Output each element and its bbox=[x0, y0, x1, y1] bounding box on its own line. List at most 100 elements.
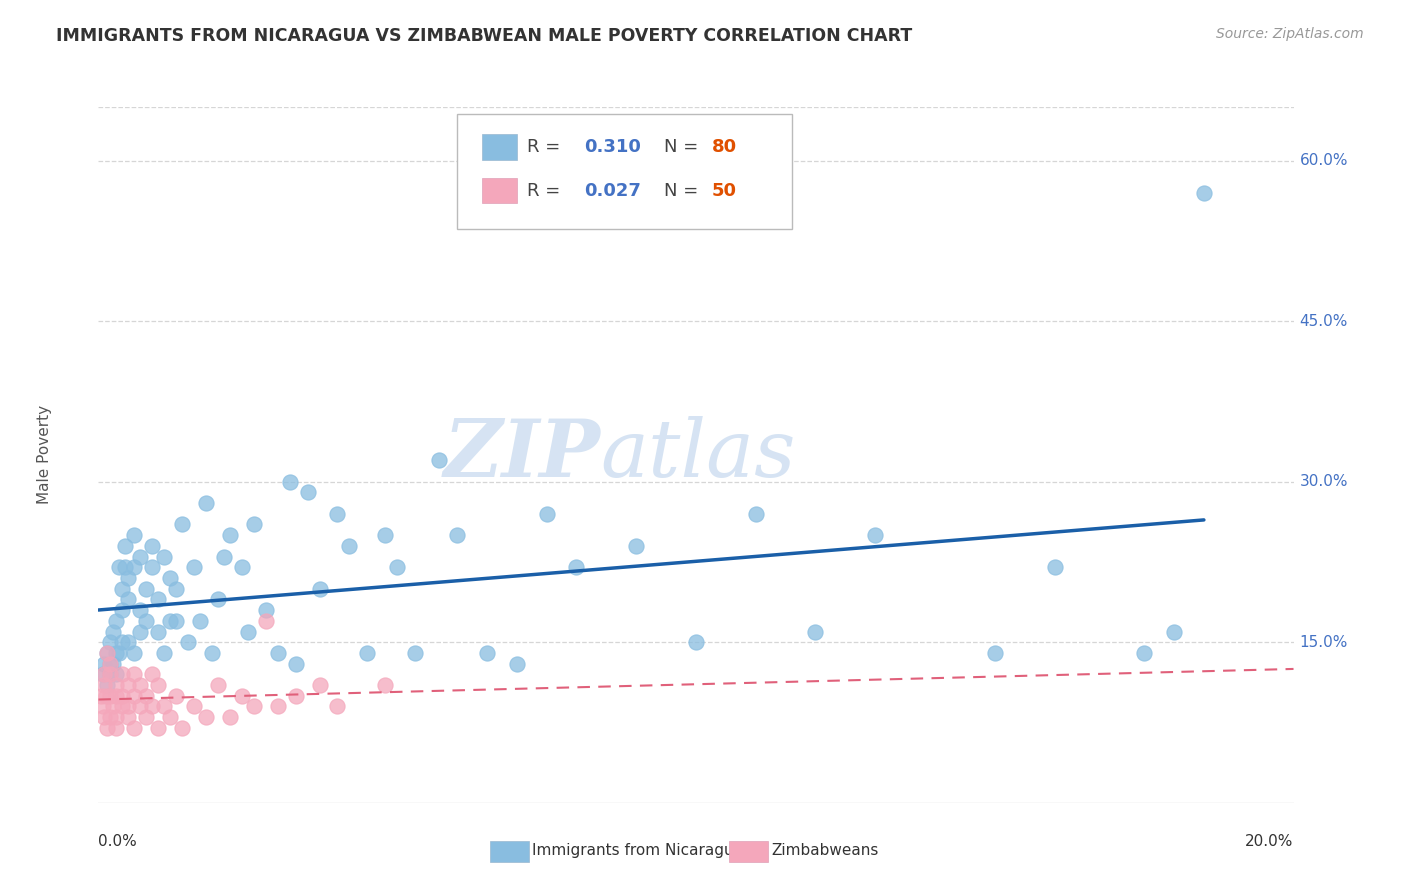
Point bbox=[129, 624, 152, 639]
Point bbox=[165, 614, 187, 628]
Point bbox=[129, 549, 152, 564]
Point bbox=[804, 624, 827, 639]
Text: atlas: atlas bbox=[600, 417, 796, 493]
Point bbox=[141, 699, 163, 714]
Text: N =: N = bbox=[664, 182, 704, 200]
Point bbox=[135, 689, 157, 703]
Point bbox=[297, 485, 319, 500]
Point bbox=[194, 710, 218, 724]
Point bbox=[93, 678, 115, 692]
Point bbox=[278, 475, 301, 489]
Point bbox=[326, 699, 349, 714]
Point bbox=[159, 614, 181, 628]
Point bbox=[105, 667, 128, 681]
Point bbox=[267, 699, 290, 714]
Point bbox=[111, 667, 134, 681]
Point bbox=[141, 560, 163, 574]
Point bbox=[243, 699, 266, 714]
Point bbox=[129, 603, 152, 617]
Text: R =: R = bbox=[527, 137, 565, 156]
Point bbox=[219, 710, 242, 724]
Point bbox=[124, 560, 146, 574]
Point bbox=[506, 657, 529, 671]
Point bbox=[96, 646, 118, 660]
Point bbox=[159, 571, 181, 585]
Point bbox=[183, 699, 205, 714]
Point bbox=[188, 614, 211, 628]
Point bbox=[93, 667, 115, 681]
Point bbox=[624, 539, 647, 553]
Point bbox=[536, 507, 558, 521]
Text: ZIP: ZIP bbox=[443, 417, 600, 493]
Point bbox=[745, 507, 768, 521]
Point bbox=[159, 710, 181, 724]
Text: IMMIGRANTS FROM NICARAGUA VS ZIMBABWEAN MALE POVERTY CORRELATION CHART: IMMIGRANTS FROM NICARAGUA VS ZIMBABWEAN … bbox=[56, 27, 912, 45]
FancyBboxPatch shape bbox=[457, 114, 792, 229]
Point bbox=[374, 528, 396, 542]
Point bbox=[117, 635, 139, 649]
Point bbox=[1192, 186, 1215, 200]
Point bbox=[111, 689, 134, 703]
Point bbox=[212, 549, 235, 564]
Text: 60.0%: 60.0% bbox=[1299, 153, 1348, 168]
Point bbox=[194, 496, 218, 510]
Point bbox=[124, 528, 146, 542]
Point bbox=[98, 667, 122, 681]
Point bbox=[427, 453, 450, 467]
Point bbox=[219, 528, 242, 542]
Point bbox=[165, 689, 187, 703]
Point bbox=[1133, 646, 1156, 660]
Point bbox=[183, 560, 205, 574]
Text: Zimbabweans: Zimbabweans bbox=[772, 843, 879, 858]
Point bbox=[90, 689, 112, 703]
Point bbox=[231, 560, 253, 574]
Point bbox=[356, 646, 378, 660]
Point bbox=[111, 635, 134, 649]
FancyBboxPatch shape bbox=[482, 178, 517, 203]
Point bbox=[135, 614, 157, 628]
Text: 20.0%: 20.0% bbox=[1246, 834, 1294, 849]
Point bbox=[267, 646, 290, 660]
Point bbox=[98, 689, 122, 703]
Point bbox=[148, 624, 170, 639]
Text: Immigrants from Nicaragua: Immigrants from Nicaragua bbox=[533, 843, 744, 858]
Text: 0.027: 0.027 bbox=[585, 182, 641, 200]
FancyBboxPatch shape bbox=[730, 841, 768, 862]
Point bbox=[98, 710, 122, 724]
Text: 15.0%: 15.0% bbox=[1299, 635, 1348, 649]
Point bbox=[475, 646, 498, 660]
Point bbox=[374, 678, 396, 692]
Point bbox=[148, 592, 170, 607]
Point bbox=[114, 560, 136, 574]
Point bbox=[108, 646, 131, 660]
Point bbox=[98, 635, 122, 649]
Point bbox=[105, 646, 128, 660]
Point bbox=[385, 560, 409, 574]
Point bbox=[172, 517, 194, 532]
Point bbox=[117, 592, 139, 607]
Point bbox=[339, 539, 360, 553]
Point bbox=[129, 699, 152, 714]
Point bbox=[153, 699, 176, 714]
Point bbox=[117, 710, 139, 724]
Point bbox=[983, 646, 1005, 660]
Text: 0.310: 0.310 bbox=[585, 137, 641, 156]
Point bbox=[207, 592, 229, 607]
Point bbox=[254, 603, 277, 617]
Point bbox=[105, 678, 128, 692]
Point bbox=[153, 646, 176, 660]
Text: 30.0%: 30.0% bbox=[1299, 475, 1348, 489]
Point bbox=[96, 646, 118, 660]
Point bbox=[231, 689, 253, 703]
Point bbox=[103, 624, 125, 639]
Point bbox=[153, 549, 176, 564]
Point bbox=[148, 721, 170, 735]
Point bbox=[236, 624, 259, 639]
Point bbox=[129, 678, 152, 692]
Point bbox=[141, 667, 163, 681]
Point bbox=[124, 667, 146, 681]
FancyBboxPatch shape bbox=[482, 134, 517, 160]
Point bbox=[124, 646, 146, 660]
Point bbox=[254, 614, 277, 628]
Point bbox=[284, 689, 307, 703]
